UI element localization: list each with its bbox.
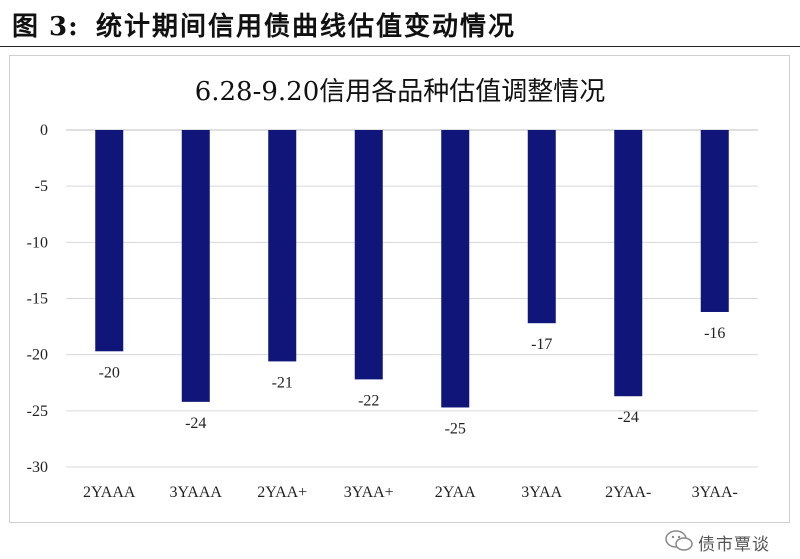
category-label: 3YAA- (692, 484, 738, 501)
category-label: 2YAAA (83, 484, 136, 501)
bar (527, 130, 556, 324)
y-tick-label: 0 (40, 122, 48, 139)
data-label: -24 (618, 409, 639, 426)
y-tick-label: -25 (27, 403, 48, 420)
bars (95, 130, 729, 408)
category-label: 3YAA (521, 484, 562, 501)
y-axis-ticks: 0 -5 -10 -15 -20 -25 -30 (27, 122, 48, 476)
category-label: 3YAA+ (344, 484, 394, 501)
y-tick-label: -5 (35, 178, 48, 195)
data-label: -25 (445, 420, 466, 437)
y-tick-label: -15 (27, 291, 48, 308)
chart-title: 6.28-9.20信用各品种估值调整情况 (195, 77, 606, 107)
wechat-icon (665, 530, 693, 551)
y-tick-label: -10 (27, 234, 48, 251)
gridlines (66, 129, 758, 468)
bar (441, 130, 470, 408)
bar (614, 130, 643, 397)
y-tick-label: -20 (27, 347, 48, 364)
watermark-text: 债市覃谈 (698, 535, 770, 555)
category-label: 2YAA- (605, 484, 651, 501)
bar (268, 130, 297, 362)
watermark: 债市覃谈 (664, 526, 800, 556)
data-label: -20 (99, 364, 120, 381)
y-tick-label: -30 (27, 459, 48, 476)
data-label: -17 (531, 336, 552, 353)
category-label: 2YAA+ (257, 484, 307, 501)
x-axis-categories: 2YAAA 3YAAA 2YAA+ 3YAA+ 2YAA 3YAA 2YAA- 3YAA- (83, 484, 738, 501)
data-label: -21 (272, 374, 293, 391)
data-label: -24 (185, 415, 206, 432)
figure-title: 统计期间信用债曲线估值变动情况 (96, 12, 517, 42)
bar (700, 130, 729, 312)
data-label: -22 (358, 392, 379, 409)
data-label: -16 (704, 325, 725, 342)
bar (354, 130, 383, 380)
bar (181, 130, 210, 402)
figure-header: 图 3: 统计期间信用债曲线估值变动情况 (0, 0, 800, 47)
data-labels: -20 -24 -21 -22 -25 -17 -24 -16 (99, 325, 726, 437)
category-label: 3YAAA (170, 484, 223, 501)
figure-number: 图 3: (12, 12, 79, 42)
bar (95, 130, 124, 352)
category-label: 2YAA (435, 484, 476, 501)
chart-frame (9, 55, 790, 523)
